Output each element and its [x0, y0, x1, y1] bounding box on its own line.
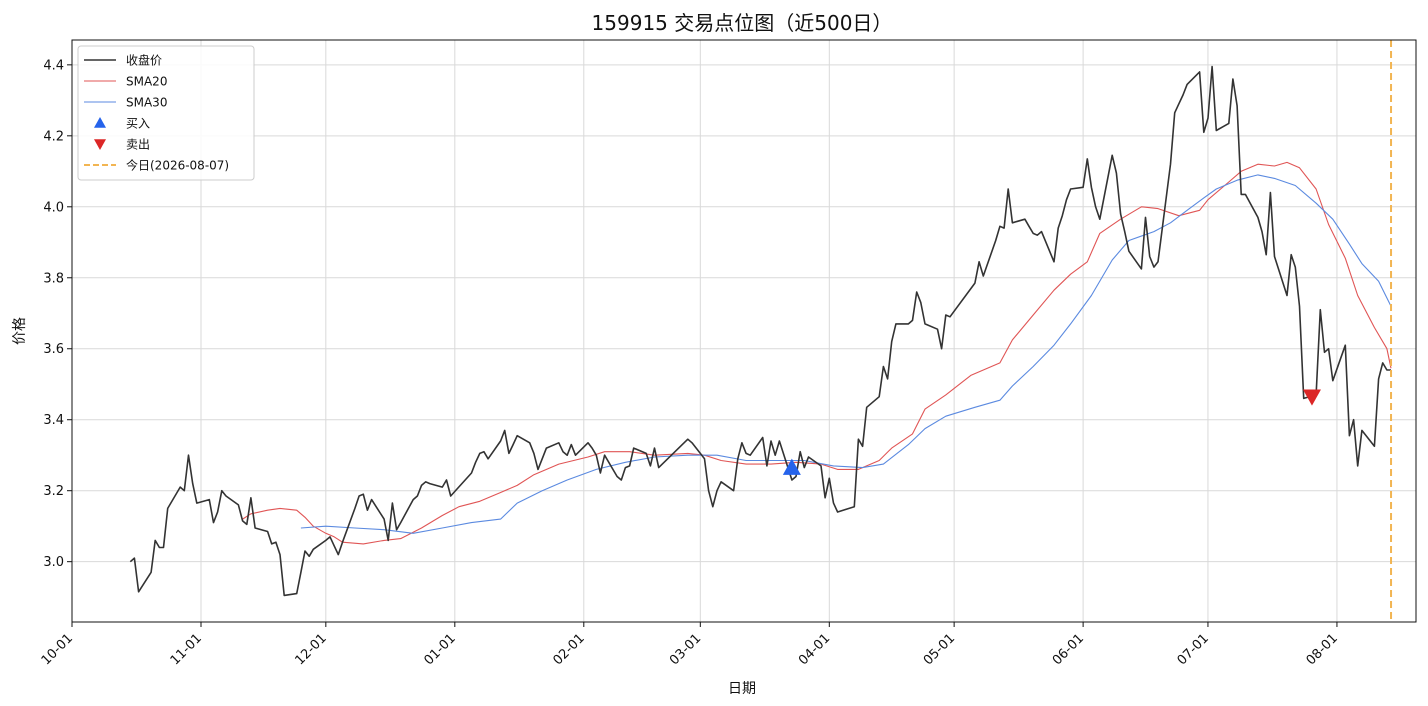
- legend-label-today: 今日(2026-08-07): [126, 158, 229, 173]
- x-axis-label: 日期: [728, 681, 756, 697]
- axes-frame: [71, 39, 1417, 623]
- y-tick-label: 4.0: [43, 200, 64, 215]
- y-tick-label: 4.2: [43, 129, 64, 144]
- buy-marker: [782, 458, 801, 475]
- chart-title: 159915 交易点位图（近500日）: [592, 11, 893, 35]
- series-line-sma20: [242, 161, 1392, 545]
- legend-swatch-sell: [94, 139, 106, 150]
- y-tick-label: 3.2: [43, 484, 64, 499]
- y-tick-label: 3.4: [43, 413, 64, 428]
- legend-label-buy: 买入: [126, 117, 150, 131]
- legend-label-sma30: SMA30: [126, 96, 167, 110]
- legend-label-close: 收盘价: [126, 53, 162, 68]
- y-tick-label: 3.6: [43, 342, 64, 357]
- series-line-close: [129, 65, 1391, 597]
- legend-label-sma20: SMA20: [126, 75, 167, 89]
- y-axis-label: 价格: [12, 317, 28, 345]
- legend-label-sell: 卖出: [126, 138, 150, 152]
- legend-box: [77, 45, 255, 181]
- series-line-sma30: [300, 174, 1392, 534]
- grid: [71, 40, 1416, 622]
- y-axis: 3.0 3.2 3.4 3.6 3.8 4.0 4.2 4.4: [43, 58, 72, 570]
- plot-area: [129, 40, 1393, 622]
- sell-marker: [1302, 389, 1321, 406]
- y-tick-label: 4.4: [43, 58, 64, 73]
- legend-swatch-buy: [94, 117, 106, 128]
- y-tick-label: 3.0: [43, 555, 64, 570]
- y-tick-label: 3.8: [43, 271, 64, 286]
